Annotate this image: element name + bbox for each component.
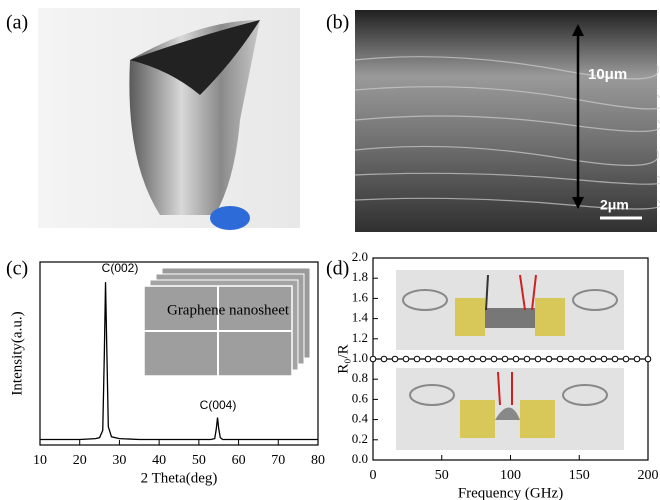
x-tick-label: 200 (638, 468, 659, 483)
data-point (502, 356, 508, 362)
y-axis-title: R₀/R (335, 344, 351, 373)
data-point (590, 356, 596, 362)
data-point (414, 356, 420, 362)
data-point (370, 356, 376, 362)
data-point (645, 356, 651, 362)
x-tick-label: 70 (271, 453, 285, 468)
y-tick-label: 1.2 (352, 330, 368, 345)
inset-label: Graphene nanosheet (167, 302, 290, 318)
data-point (392, 356, 398, 362)
data-point (524, 356, 530, 362)
panel-label: (c) (6, 258, 28, 280)
x-tick-label: 150 (569, 468, 590, 483)
x-tick-label: 20 (73, 453, 87, 468)
y-tick-label: 1.0 (352, 350, 368, 365)
x-tick-label: 100 (500, 468, 521, 483)
y-tick-label: 1.8 (352, 269, 368, 284)
y-tick-label: 0.0 (352, 451, 368, 466)
data-point (557, 356, 563, 362)
y-tick-label: 0.6 (352, 390, 369, 405)
glove (210, 206, 250, 230)
data-point (447, 356, 453, 362)
x-axis-title: 2 Theta(deg) (141, 470, 218, 486)
data-point (623, 356, 629, 362)
x-tick-label: 50 (192, 453, 206, 468)
data-point (579, 356, 585, 362)
data-point (469, 356, 475, 362)
x-tick-label: 0 (370, 468, 377, 483)
data-point (491, 356, 497, 362)
y-tick-label: 1.6 (352, 289, 369, 304)
data-point (403, 356, 409, 362)
x-tick-label: 10 (33, 453, 47, 468)
x-tick-label: 80 (311, 453, 325, 468)
data-point (535, 356, 541, 362)
x-tick-label: 30 (112, 453, 126, 468)
data-point (513, 356, 519, 362)
data-point (612, 356, 618, 362)
data-point (568, 356, 574, 362)
panel-label: (b) (326, 12, 349, 34)
y-tick-label: 0.2 (352, 431, 368, 446)
data-point (634, 356, 640, 362)
data-point (381, 356, 387, 362)
x-axis-title: Frequency (GHz) (458, 485, 563, 500)
y-tick-label: 0.8 (352, 370, 368, 385)
data-point (546, 356, 552, 362)
data-point (480, 356, 486, 362)
x-tick-label: 50 (435, 468, 449, 483)
panel-label: (a) (6, 12, 28, 34)
y-tick-label: 2.0 (352, 249, 368, 264)
peak-label: C(004) (200, 398, 237, 412)
panel-label: (d) (326, 258, 349, 280)
figure: 10μm 2μm (a) (b) (c) (d) Graphene nanosh… (0, 0, 660, 500)
page: 10μm 2μm (a) (b) (c) (d) Graphene nanosh… (0, 0, 660, 500)
peak-label: C(002) (102, 261, 139, 275)
data-point (601, 356, 607, 362)
data-point (436, 356, 442, 362)
data-point (425, 356, 431, 362)
x-tick-label: 60 (232, 453, 246, 468)
x-tick-label: 40 (152, 453, 166, 468)
y-axis-title: Intensity(a.u.) (9, 311, 25, 395)
thickness-label: 10μm (588, 66, 627, 83)
y-tick-label: 0.4 (352, 411, 369, 426)
y-tick-label: 1.4 (352, 310, 369, 325)
scale-label: 2μm (600, 197, 629, 213)
nanosheet-inset (144, 268, 310, 376)
data-point (458, 356, 464, 362)
